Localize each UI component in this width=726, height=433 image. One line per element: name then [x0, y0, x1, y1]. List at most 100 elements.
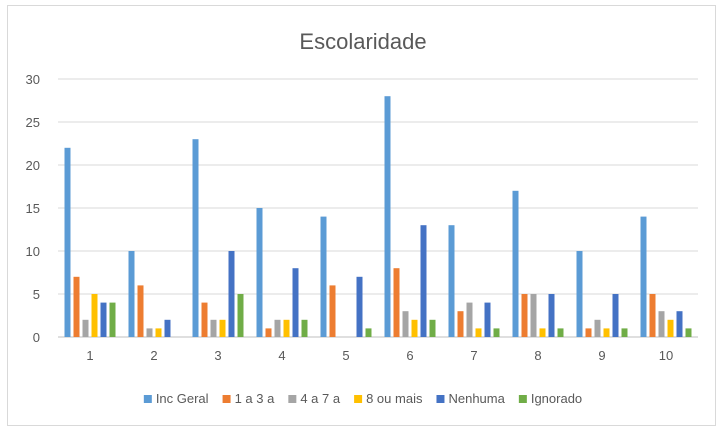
bar: [393, 268, 400, 337]
legend-swatch: [436, 395, 445, 403]
bar: [329, 285, 336, 337]
y-tick-label: 10: [26, 244, 40, 259]
x-tick-label: 6: [406, 348, 413, 363]
bar: [146, 328, 153, 337]
bar: [548, 294, 555, 337]
bar: [210, 319, 217, 337]
chart-title: Escolaridade: [299, 29, 426, 54]
bar: [137, 285, 144, 337]
bar: [128, 251, 135, 337]
y-tick-label: 15: [26, 201, 40, 216]
bar: [265, 328, 272, 337]
bar: [283, 319, 290, 337]
x-tick-label: 4: [278, 348, 285, 363]
bar: [228, 251, 235, 337]
bar: [274, 319, 281, 337]
bar: [649, 294, 656, 337]
legend-item: Nenhuma: [436, 391, 506, 406]
bar: [201, 302, 208, 337]
bar: [109, 302, 116, 337]
bar: [402, 311, 409, 337]
legend-item: 4 a 7 a: [288, 391, 341, 406]
x-tick-label: 5: [342, 348, 349, 363]
bar: [420, 225, 427, 337]
bar: [219, 319, 226, 337]
bar: [292, 268, 299, 337]
bar: [475, 328, 482, 337]
legend-label: Inc Geral: [156, 391, 209, 406]
bar: [384, 96, 391, 337]
x-tick-label: 9: [598, 348, 605, 363]
legend-swatch: [518, 395, 527, 403]
x-tick-label: 1: [86, 348, 93, 363]
legend-item: 8 ou mais: [354, 391, 423, 406]
bar: [521, 294, 528, 337]
bar: [365, 328, 372, 337]
chart-frame: [7, 5, 716, 426]
bar: [612, 294, 619, 337]
bar: [64, 147, 71, 337]
bar: [685, 328, 692, 337]
y-tick-label: 0: [33, 330, 40, 345]
bar: [658, 311, 665, 337]
bar: [539, 328, 546, 337]
y-tick-label: 30: [26, 72, 40, 87]
bar: [585, 328, 592, 337]
y-tick-label: 25: [26, 115, 40, 130]
bar: [73, 276, 80, 337]
legend-label: 1 a 3 a: [235, 391, 276, 406]
bar: [603, 328, 610, 337]
legend-swatch: [288, 395, 297, 403]
bar: [91, 294, 98, 337]
x-axis: 1 2 3 4 5 6 7 8 9 10: [86, 348, 673, 363]
bar: [676, 311, 683, 337]
bar: [621, 328, 628, 337]
legend-item: 1 a 3 a: [222, 391, 276, 406]
x-tick-label: 10: [659, 348, 673, 363]
legend: Inc Geral 1 a 3 a 4 a 7 a 8 ou mais Nenhuma I…: [143, 391, 582, 406]
legend-label: 8 ou mais: [366, 391, 423, 406]
y-tick-label: 20: [26, 158, 40, 173]
bar: [237, 294, 244, 337]
bar: [429, 319, 436, 337]
x-tick-label: 7: [470, 348, 477, 363]
bar: [192, 139, 199, 337]
legend-label: Nenhuma: [448, 391, 505, 406]
bars: [64, 96, 692, 337]
bar: [576, 251, 583, 337]
bar: [448, 225, 455, 337]
legend-item: Ignorado: [518, 391, 582, 406]
gridlines: [58, 78, 698, 338]
bar: [155, 328, 162, 337]
bar: [640, 216, 647, 337]
y-axis: 0 5 10 15 20 25 30: [26, 72, 40, 345]
legend-swatch: [222, 395, 231, 403]
bar: [530, 294, 537, 337]
bar: [484, 302, 491, 337]
y-tick-label: 5: [33, 287, 40, 302]
bar: [320, 216, 327, 337]
legend-swatch: [143, 395, 152, 403]
x-tick-label: 8: [534, 348, 541, 363]
bar: [667, 319, 674, 337]
legend-item: Inc Geral: [143, 391, 209, 406]
bar: [493, 328, 500, 337]
bar: [411, 319, 418, 337]
bar: [466, 302, 473, 337]
bar: [100, 302, 107, 337]
bar: [594, 319, 601, 337]
bar: [82, 319, 89, 337]
bar: [256, 208, 263, 337]
bar: [557, 328, 564, 337]
legend-label: Ignorado: [531, 391, 582, 406]
legend-swatch: [354, 395, 363, 403]
bar: [512, 190, 519, 337]
legend-label: 4 a 7 a: [300, 391, 341, 406]
bar: [164, 319, 171, 337]
bar: [457, 311, 464, 337]
x-tick-label: 3: [214, 348, 221, 363]
x-tick-label: 2: [150, 348, 157, 363]
bar: [356, 276, 363, 337]
bar: [301, 319, 308, 337]
